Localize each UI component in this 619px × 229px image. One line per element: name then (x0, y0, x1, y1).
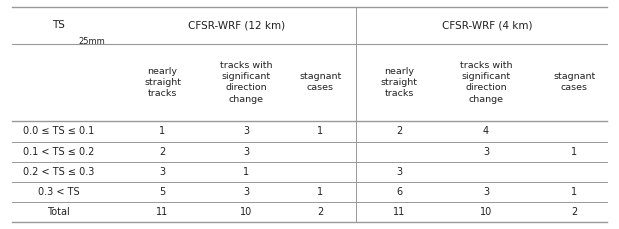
Text: 1: 1 (318, 187, 323, 197)
Text: CFSR-WRF (12 km): CFSR-WRF (12 km) (188, 20, 285, 30)
Text: 4: 4 (483, 126, 489, 136)
Text: stagnant
cases: stagnant cases (299, 72, 342, 93)
Text: 6: 6 (396, 187, 402, 197)
Text: 1: 1 (571, 187, 577, 197)
Text: 0.3 < TS: 0.3 < TS (38, 187, 80, 197)
Text: 1: 1 (318, 126, 323, 136)
Text: 2: 2 (317, 207, 324, 217)
Text: 11: 11 (393, 207, 405, 217)
Text: 2: 2 (159, 147, 166, 157)
Text: 0.0 ≤ TS ≤ 0.1: 0.0 ≤ TS ≤ 0.1 (23, 126, 95, 136)
Text: 3: 3 (396, 167, 402, 177)
Text: 3: 3 (160, 167, 165, 177)
Text: CFSR-WRF (4 km): CFSR-WRF (4 km) (442, 20, 533, 30)
Text: 10: 10 (240, 207, 252, 217)
Text: Total: Total (48, 207, 70, 217)
Text: nearly
straight
tracks: nearly straight tracks (381, 67, 418, 98)
Text: 1: 1 (243, 167, 249, 177)
Text: tracks with
significant
direction
change: tracks with significant direction change (220, 61, 272, 104)
Text: 3: 3 (483, 147, 489, 157)
Text: stagnant
cases: stagnant cases (553, 72, 595, 93)
Text: 3: 3 (243, 187, 249, 197)
Text: 25mm: 25mm (79, 37, 105, 46)
Text: nearly
straight
tracks: nearly straight tracks (144, 67, 181, 98)
Text: TS: TS (53, 20, 65, 30)
Text: 3: 3 (243, 126, 249, 136)
Text: 2: 2 (571, 207, 578, 217)
Text: tracks with
significant
direction
change: tracks with significant direction change (460, 61, 512, 104)
Text: 5: 5 (159, 187, 166, 197)
Text: 1: 1 (160, 126, 165, 136)
Text: 1: 1 (571, 147, 577, 157)
Text: 0.1 < TS ≤ 0.2: 0.1 < TS ≤ 0.2 (23, 147, 95, 157)
Text: 0.2 < TS ≤ 0.3: 0.2 < TS ≤ 0.3 (23, 167, 95, 177)
Text: 2: 2 (396, 126, 402, 136)
Text: 11: 11 (157, 207, 168, 217)
Text: 10: 10 (480, 207, 492, 217)
Text: 3: 3 (243, 147, 249, 157)
Text: 3: 3 (483, 187, 489, 197)
